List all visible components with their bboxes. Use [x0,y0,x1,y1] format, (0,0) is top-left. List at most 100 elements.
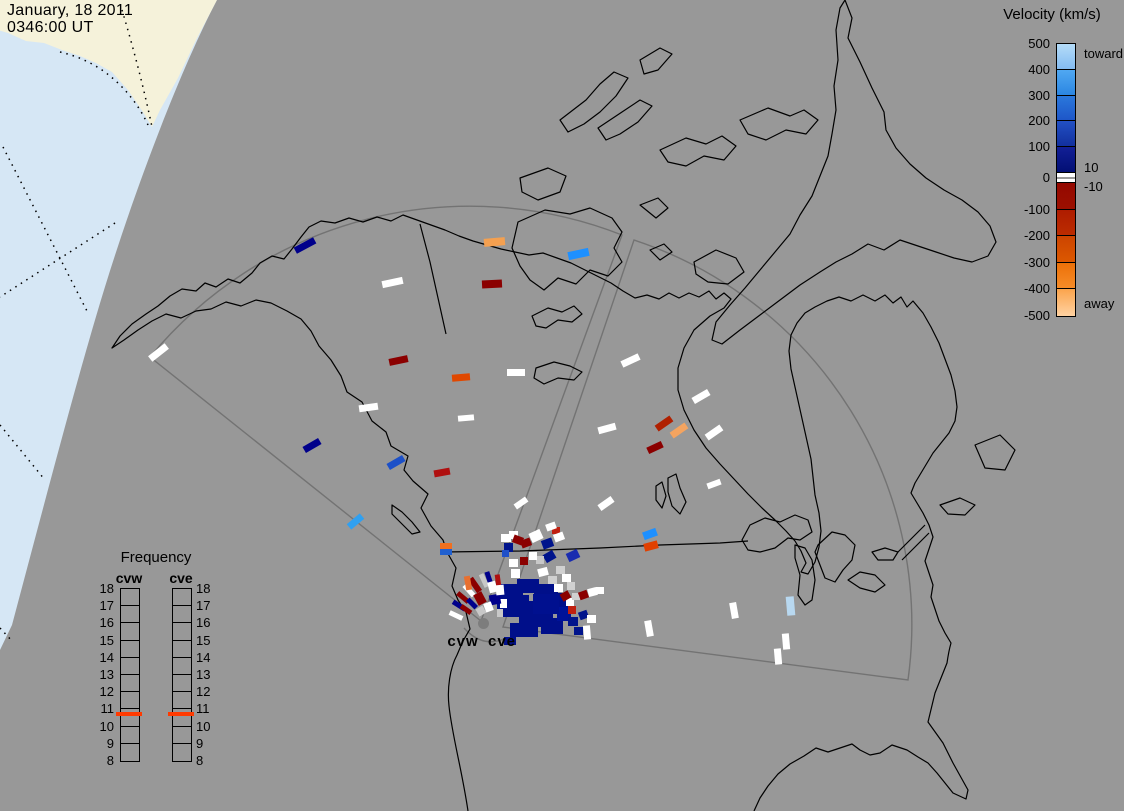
radar-echo-cell [520,557,528,565]
velocity-colorbar-segment [1057,262,1075,290]
st-lawrence-river [897,524,930,561]
radar-fov-east [502,239,913,681]
frequency-scale-number-right: 12 [196,684,211,700]
alaska-border [419,223,447,335]
lake-erie [847,571,886,593]
island-prince-of-wales [639,197,669,219]
velocity-tick-label: -500 [1023,308,1050,323]
velocity-tick-label: 0 [1042,170,1050,185]
velocity-vector [773,647,783,665]
frequency-cell [121,692,139,710]
radar-echo-blob-cell [557,607,571,621]
radar-echo-cell [501,549,509,557]
radar-echo-cell [508,531,518,539]
velocity-vector [507,368,525,376]
graticule-dotted-1 [121,9,153,128]
radar-echo-cell [508,559,518,567]
dotted-coastline [59,51,149,126]
lake-superior [741,514,813,553]
velocity-colorbar-segment [1057,121,1075,148]
island-somerset [659,135,737,167]
radar-echo-cell [596,586,604,594]
frequency-scale-number-right: 18 [196,581,211,596]
frequency-scale-number-right: 9 [196,735,204,751]
radar-echo-cell [510,568,520,578]
frequency-cell [121,623,139,641]
velocity-tick-label: -300 [1023,254,1050,270]
frequency-scale-number-left: 10 [99,718,114,734]
radar-echo-cell [529,552,537,560]
frequency-cell [121,675,139,693]
radar-echo-blob-cell [510,623,538,637]
velocity-colorbar-segment [1057,236,1075,263]
frequency-cell [173,709,191,727]
radar-echo-cell [552,526,560,534]
lake-great-bear [531,305,583,329]
frequency-cell [121,589,139,607]
radar-echo-blob-cell [517,579,539,593]
radar-echo-cell [567,582,575,590]
velocity-tick-label: 100 [1028,139,1050,155]
frequency-cell [121,709,139,727]
radar-echo-blob-cell [499,598,507,608]
frequency-scale-number-left: 17 [99,598,114,614]
island-victoria [511,207,623,291]
away-label: away [1084,296,1115,311]
toward-label: toward [1084,46,1124,61]
frequency-column-cve: cve [169,570,193,586]
threshold-pos-label: 10 [1084,160,1099,175]
frequency-scale-number-left: 18 [99,581,114,596]
velocity-colorbar-segment [1057,182,1075,210]
frequency-cell [173,589,191,607]
radar-echo-cell [547,576,557,584]
island-devon [739,107,819,141]
site-label-cve: cve [487,633,517,650]
island-southampton [693,249,745,285]
frequency-marker [116,711,142,716]
radar-echo-cell [568,606,576,614]
velocity-colorbar [1056,43,1076,317]
frequency-column-cvw: cvw [115,570,143,586]
velocity-colorbar-segment [1057,69,1075,96]
frequency-scale-number-left: 15 [99,632,114,648]
frequency-cell [121,744,139,761]
frequency-cell [173,675,191,693]
frequency-scale-number-left: 14 [99,649,114,665]
lake-huron [814,531,856,583]
radar-echo-blob-cell [533,594,559,614]
frequency-scale-number-right: 15 [196,632,211,648]
frequency-scale-number-left: 16 [99,615,114,631]
frequency-cell [173,744,191,761]
frequency-bar-cvw [120,588,140,762]
island-king-william [649,243,673,261]
radar-echo-blob-cell [568,616,578,626]
radar-beam-spoke [495,584,505,596]
velocity-tick-label: 200 [1028,113,1050,129]
dayside-landmass [0,0,217,127]
radar-echo-cell [561,574,571,582]
velocity-colorbar-segment [1057,95,1075,122]
island-bathurst [597,99,653,141]
radar-echo-cell [503,542,513,552]
velocity-colorbar-segment [1057,209,1075,237]
lake-winnipeg [667,473,687,515]
radar-echo-blob-cell [573,627,583,635]
radar-echo-cell [586,615,596,623]
frequency-scale-number-right: 17 [196,598,211,614]
velocity-tick-label: 400 [1028,61,1050,77]
frequency-scale-number-left: 13 [99,667,114,682]
island-ellef [639,47,673,75]
frequency-bar-cve [172,588,192,762]
radar-echo-cell [536,556,544,564]
velocity-colorbar-segment [1057,44,1075,70]
frequency-cell [121,658,139,675]
frequency-scale-number-right: 10 [196,718,211,734]
radar-echo-cell [555,566,565,574]
velocity-zero-band [1057,172,1075,183]
threshold-neg-label: -10 [1084,179,1103,194]
radar-echo-blob-cell [541,618,563,634]
island-newfoundland [974,434,1016,471]
time-label: 0346:00 UT [7,19,94,36]
